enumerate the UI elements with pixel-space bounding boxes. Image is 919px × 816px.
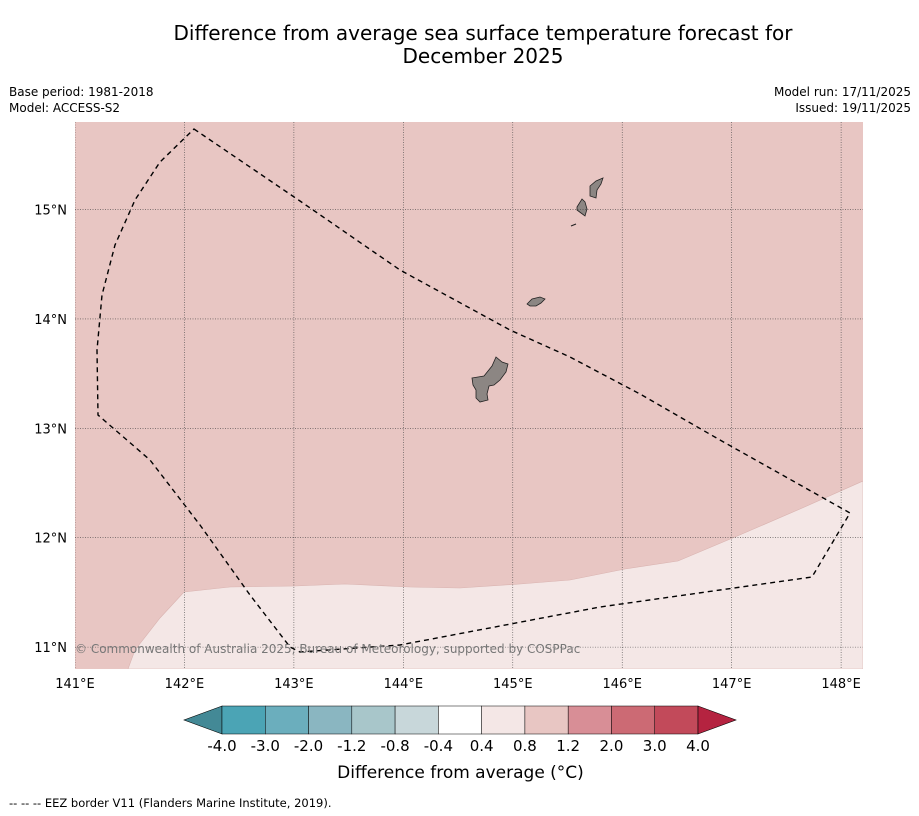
colorbar-tick-labels: -4.0 -3.0 -2.0 -1.2 -0.8 -0.4 0.4 0.8 1.2 2.0 3.0 4… [207,737,710,755]
colorbar [183,705,737,735]
chart-title: Difference from average sea surface temp… [0,22,919,68]
longitude-labels: 141°E 142°E 143°E 144°E 145°E 146°E 147°E 148°E [55,677,861,692]
colorbar-swatch [481,705,526,735]
colorbar-tick: 3.0 [643,737,667,755]
meta-right: Model run: 17/11/2025 Issued: 19/11/2025 [774,84,911,116]
colorbar-swatch [308,705,353,735]
latitude-tick-label: 12°N [34,532,67,547]
longitude-tick-label: 148°E [821,677,861,692]
colorbar-swatch [221,705,266,735]
saipan-island [589,177,604,199]
longitude-tick-label: 147°E [712,677,752,692]
latitude-tick-label: 15°N [34,204,67,219]
title-line-2: December 2025 [402,44,564,68]
colorbar-label: Difference from average (°C) [337,763,584,783]
map-area: © Commonwealth of Australia 2025, Bureau… [75,122,863,669]
colorbar-tick: -0.8 [380,737,409,755]
latitude-labels: 15°N 14°N 13°N 12°N 11°N [34,204,67,657]
rota-island [526,296,546,307]
longitude-tick-label: 145°E [493,677,533,692]
colorbar-swatch [611,705,655,735]
colorbar-swatch [654,705,699,735]
colorbar-swatch [524,705,569,735]
colorbar-tick: 2.0 [600,737,624,755]
colorbar-swatch [438,705,482,735]
latitude-tick-label: 11°N [34,641,67,656]
colorbar-swatch [265,705,309,735]
base-period: Base period: 1981-2018 [9,85,154,99]
longitude-tick-label: 141°E [55,677,95,692]
meta-left: Base period: 1981-2018 Model: ACCESS-S2 [9,84,154,116]
title-line-1: Difference from average sea surface temp… [173,21,793,45]
longitude-tick-label: 144°E [384,677,424,692]
colorbar-swatch [567,705,612,735]
longitude-tick-label: 146°E [602,677,642,692]
colorbar-tick: 4.0 [686,737,710,755]
colorbar-swatch [394,705,439,735]
colorbar-tick: -1.2 [337,737,366,755]
gridlines [75,122,863,669]
colorbar-tick: -3.0 [251,737,280,755]
colorbar-tick: -2.0 [294,737,323,755]
colorbar-tick: 1.2 [556,737,580,755]
tinian-island [576,198,588,217]
colorbar-over-arrow [697,705,737,735]
aguijan-island [570,223,577,227]
colorbar-swatch [351,705,396,735]
eez-legend-note: -- -- -- EEZ border V11 (Flanders Marine… [9,796,332,810]
latitude-tick-label: 14°N [34,313,67,328]
copyright-notice: © Commonwealth of Australia 2025, Bureau… [75,642,580,656]
colorbar-tick: 0.8 [513,737,537,755]
colorbar-under-arrow [183,705,223,735]
latitude-tick-label: 13°N [34,422,67,437]
longitude-tick-label: 143°E [274,677,314,692]
longitude-tick-label: 142°E [165,677,205,692]
colorbar-tick: -0.4 [424,737,453,755]
model-run: Model run: 17/11/2025 [773,85,911,99]
guam-island [471,356,509,403]
model-name: Model: ACCESS-S2 [9,101,121,115]
eez-border [96,128,851,653]
colorbar-tick: 0.4 [470,737,494,755]
issued-date: Issued: 19/11/2025 [795,101,911,115]
colorbar-tick: -4.0 [207,737,236,755]
anomaly-region-0.4-0.8 [127,480,863,669]
